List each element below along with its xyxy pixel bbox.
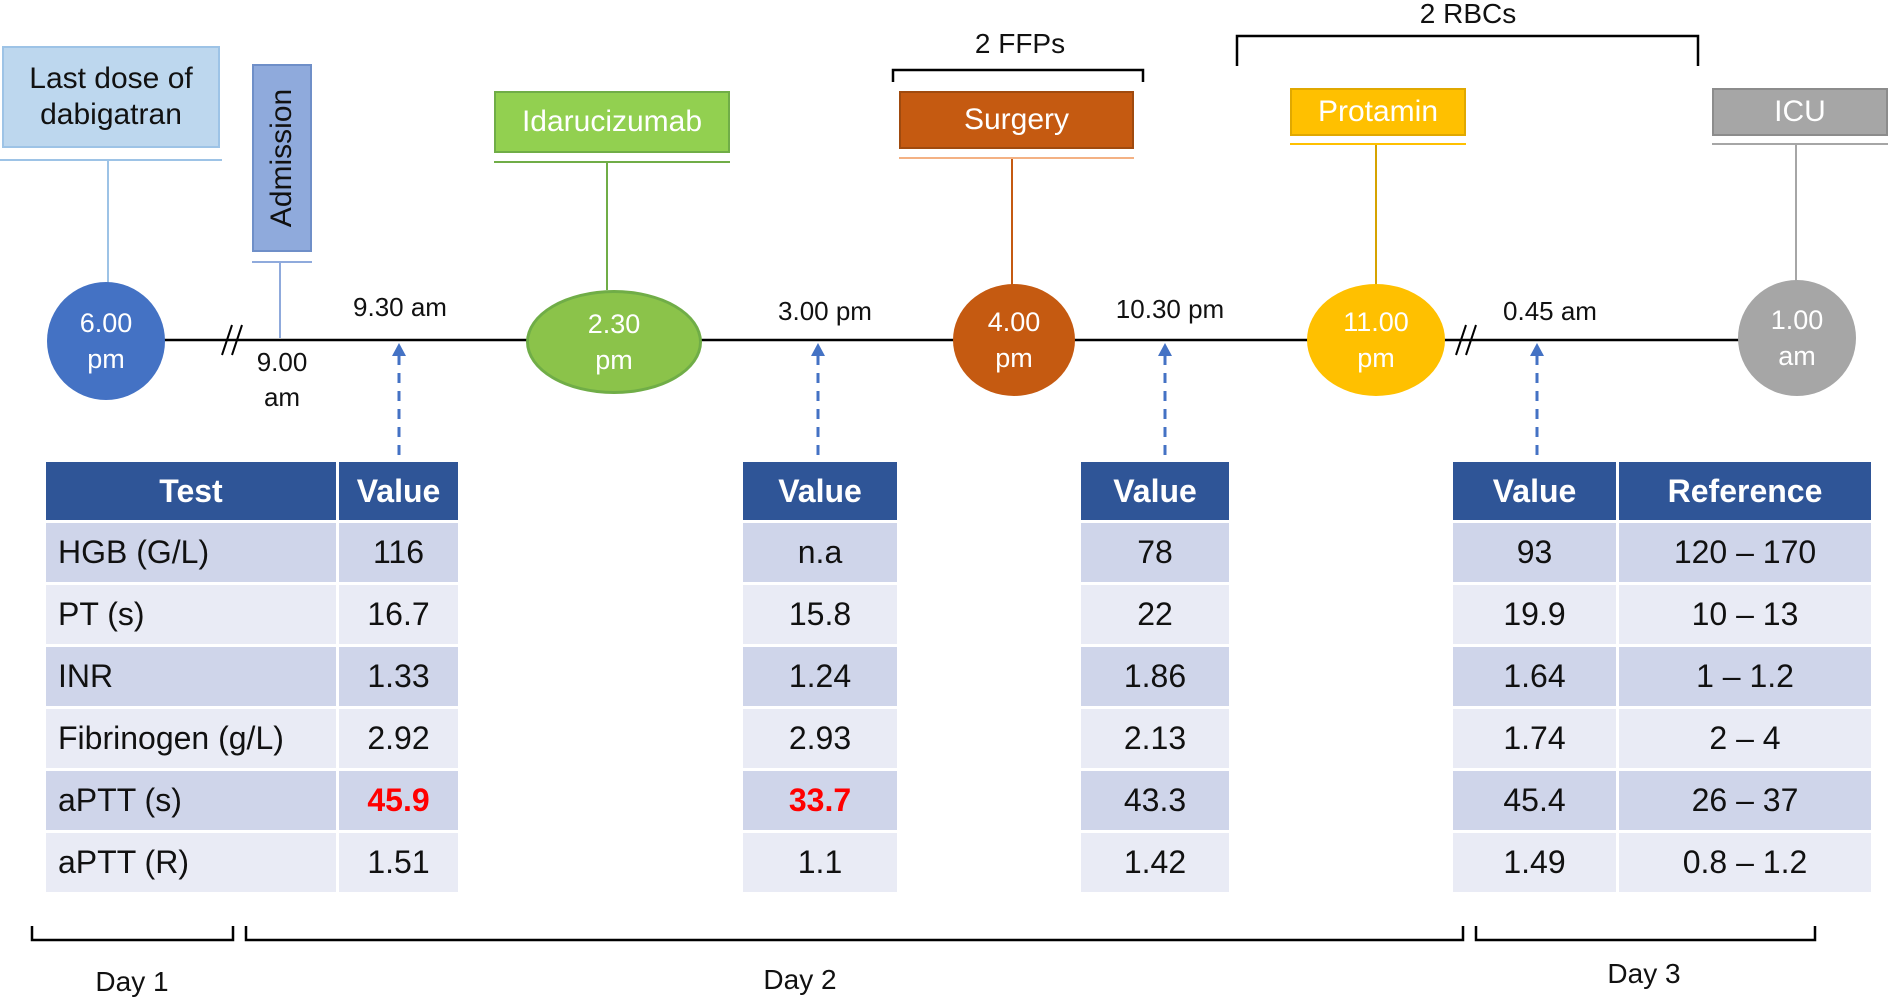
table-row: n.a	[743, 523, 897, 582]
day-3-label: Day 3	[1607, 958, 1681, 989]
lab-table-day1-9-30am: Test Value HGB (G/L) 116 PT (s) 16.7 INR…	[43, 459, 461, 895]
lab-table-day2-3-00pm: Value n.a 15.8 1.24 2.93 33.7 1.1	[740, 459, 900, 895]
table-row: 45.4 26 – 37	[1453, 771, 1871, 830]
highlighted-value: 45.9	[339, 771, 458, 830]
table-row: 2.93	[743, 709, 897, 768]
table-row: aPTT (R) 1.51	[46, 833, 458, 892]
table-row: INR 1.33	[46, 647, 458, 706]
event-last-dose: Last dose of dabigatran	[2, 46, 220, 148]
event-admission: Admission	[252, 64, 312, 252]
bracket-day1	[30, 926, 235, 942]
day-1-label: Day 1	[95, 966, 169, 997]
day-2-label: Day 2	[763, 964, 837, 995]
timeline-node-11pm: 11.00 pm	[1307, 284, 1445, 396]
table-row: Fibrinogen (g/L) 2.92	[46, 709, 458, 768]
bracket-ffps	[891, 68, 1145, 82]
event-protamin: Protamin	[1290, 88, 1466, 136]
label-ffps: 2 FFPs	[974, 28, 1066, 59]
time-0-45am: 0.45 am	[1503, 296, 1597, 326]
table-header: Value	[1453, 462, 1616, 520]
timeline-break-1	[221, 324, 243, 356]
table-row: 1.49 0.8 – 1.2	[1453, 833, 1871, 892]
timeline-node-4pm: 4.00 pm	[953, 284, 1075, 396]
table-row: 1.42	[1081, 833, 1229, 892]
time-admission: 9.00 am	[256, 347, 308, 413]
table-row: 2.13	[1081, 709, 1229, 768]
event-surgery: Surgery	[899, 91, 1134, 149]
table-row: 22	[1081, 585, 1229, 644]
bracket-day3	[1474, 926, 1817, 942]
table-row: 78	[1081, 523, 1229, 582]
bracket-rbcs	[1235, 34, 1700, 66]
table-header: Value	[743, 462, 897, 520]
lab-table-day3-0-45am: Value Reference 93 120 – 170 19.9 10 – 13 …	[1450, 459, 1874, 895]
time-10-30pm: 10.30 pm	[1115, 294, 1225, 324]
time-3-00pm: 3.00 pm	[778, 296, 872, 326]
table-row: aPTT (s) 45.9	[46, 771, 458, 830]
table-row: HGB (G/L) 116	[46, 523, 458, 582]
table-row: 19.9 10 – 13	[1453, 585, 1871, 644]
table-header: Value	[339, 462, 458, 520]
timeline-node-2-30pm: 2.30 pm	[526, 290, 702, 394]
table-row: 1.24	[743, 647, 897, 706]
table-row: 33.7	[743, 771, 897, 830]
table-row: PT (s) 16.7	[46, 585, 458, 644]
table-row: 1.86	[1081, 647, 1229, 706]
table-header: Value	[1081, 462, 1229, 520]
table-row: 93 120 – 170	[1453, 523, 1871, 582]
time-9-30am: 9.30 am	[353, 292, 447, 322]
bracket-day2	[244, 926, 1465, 942]
table-row: 1.64 1 – 1.2	[1453, 647, 1871, 706]
highlighted-value: 33.7	[743, 771, 897, 830]
timeline-node-1am: 1.00 am	[1738, 280, 1856, 396]
table-header: Test	[46, 462, 336, 520]
table-row: 1.1	[743, 833, 897, 892]
table-row: 43.3	[1081, 771, 1229, 830]
lab-table-day2-10-30pm: Value 78 22 1.86 2.13 43.3 1.42	[1078, 459, 1232, 895]
label-rbcs: 2 RBCs	[1419, 0, 1517, 29]
table-row: 1.74 2 – 4	[1453, 709, 1871, 768]
event-idarucizumab: Idarucizumab	[494, 91, 730, 153]
event-icu: ICU	[1712, 88, 1888, 136]
table-header: Reference	[1619, 462, 1871, 520]
timeline-node-6pm: 6.00 pm	[47, 282, 165, 400]
timeline-break-2	[1455, 324, 1477, 356]
table-row: 15.8	[743, 585, 897, 644]
